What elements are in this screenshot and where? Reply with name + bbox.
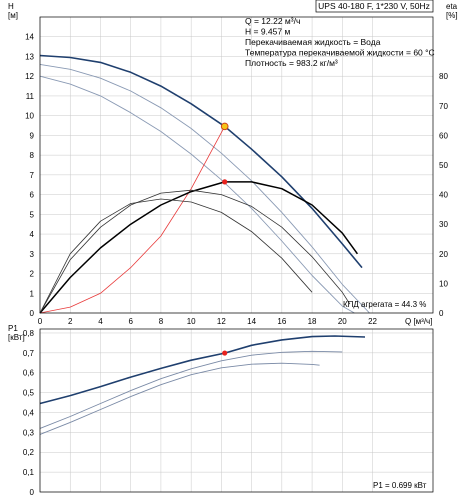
x-tick-label: 0 [38, 317, 43, 326]
y-right-tick-label: 80 [439, 72, 448, 81]
y-right-axis-title: [%] [446, 11, 458, 20]
power-label: P1 = 0.699 кВт [373, 481, 427, 490]
p1-tick-label: 0,6 [23, 369, 35, 378]
y-tick-label: 7 [30, 171, 35, 180]
y-tick-label: 6 [30, 191, 35, 200]
bottom-chart-curves [39, 335, 366, 435]
x-tick-label: 6 [128, 317, 133, 326]
info-line: H = 9.457 м [245, 27, 290, 37]
y-tick-label: 2 [30, 270, 35, 279]
p1-tick-label: 0,4 [23, 408, 35, 417]
y-right-tick-label: 40 [439, 191, 448, 200]
duty-point-marker [220, 122, 229, 131]
x-tick-label: 16 [277, 317, 286, 326]
p1-tick-label: 0,5 [23, 389, 35, 398]
efficiency-curve [39, 189, 351, 314]
title-box [315, 0, 434, 13]
y-right-tick-label: 60 [439, 131, 448, 140]
x-tick-label: 22 [368, 317, 377, 326]
y-tick-label: 11 [26, 92, 35, 101]
head-curve [39, 54, 363, 269]
y-right-tick-label: 70 [439, 102, 448, 111]
top-chart-curves [39, 54, 370, 314]
bottom-chart-frame [39, 328, 434, 493]
x-tick-label: 20 [338, 317, 347, 326]
y-tick-label: 5 [30, 210, 35, 219]
head-curve [39, 63, 370, 314]
efficiency-curve [39, 198, 313, 314]
x-tick-label: 8 [159, 317, 164, 326]
power-point-marker [222, 350, 228, 356]
head-curve [39, 75, 355, 314]
info-line: Q = 12.22 м³/ч [245, 16, 300, 26]
power-curve [39, 350, 343, 429]
x-tick-label: 2 [68, 317, 73, 326]
y-right-tick-label: 10 [439, 279, 448, 288]
p1-tick-label: 0,1 [23, 468, 35, 477]
p1-tick-label: 0,7 [23, 349, 35, 358]
y-tick-label: 8 [30, 151, 35, 160]
x-tick-label: 10 [187, 317, 196, 326]
efficiency-curve [39, 181, 359, 314]
info-line: Температура перекачиваемой жидкости = 60… [245, 48, 435, 58]
p1-axis-title: P1 [8, 324, 18, 333]
p1-axis-title: [кВт] [8, 333, 25, 342]
x-axis-title: Q [м³/ч] [405, 317, 432, 326]
y-tick-label: 4 [30, 230, 35, 239]
x-tick-label: 4 [98, 317, 103, 326]
y-right-tick-label: 20 [439, 250, 448, 259]
power-curve [39, 362, 320, 435]
p1-tick-label: 0,3 [23, 428, 35, 437]
y-right-tick-label: 0 [439, 309, 444, 318]
y-axis-title: [м] [8, 11, 18, 20]
y-right-tick-label: 30 [439, 220, 448, 229]
y-tick-label: 14 [25, 33, 34, 42]
head-curve [39, 126, 226, 314]
chart-title: UPS 40-180 F, 1*230 V, 50Hz [318, 1, 430, 11]
p1-tick-label: 0,2 [23, 448, 35, 457]
y-tick-label: 10 [25, 112, 34, 121]
y-tick-label: 9 [30, 131, 35, 140]
bottom-chart-grid [39, 329, 433, 493]
x-tick-label: 12 [217, 317, 226, 326]
y-tick-label: 3 [30, 250, 35, 259]
top-chart-frame [39, 16, 434, 314]
p1-tick-label: 0,8 [23, 329, 35, 338]
y-tick-label: 12 [25, 72, 34, 81]
y-tick-label: 0 [30, 309, 35, 318]
y-axis-title: H [8, 2, 14, 11]
x-tick-label: 18 [308, 317, 317, 326]
power-curve [39, 335, 366, 405]
info-line: Плотность = 983.2 кг/м³ [245, 58, 338, 68]
efficiency-point-marker [222, 179, 228, 185]
y-right-tick-label: 50 [439, 161, 448, 170]
y-tick-label: 1 [30, 289, 35, 298]
y-tick-label: 13 [25, 52, 34, 61]
chart-labels: 0 2 4 6 8 10 12 14 16 18 20 22012345678910111213140… [8, 0, 458, 497]
x-tick-label: 14 [247, 317, 256, 326]
efficiency-label: КПД агрегата = 44.3 % [343, 300, 426, 309]
p1-tick-label: 0 [30, 488, 35, 497]
info-line: Перекачиваемая жидкость = Вода [245, 37, 381, 47]
y-right-axis-title: eta [446, 2, 458, 11]
